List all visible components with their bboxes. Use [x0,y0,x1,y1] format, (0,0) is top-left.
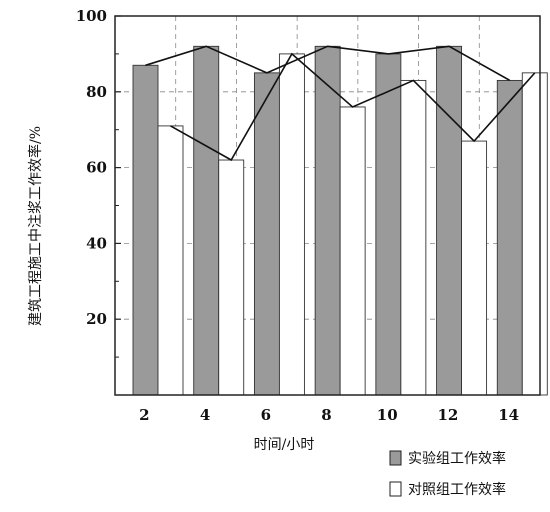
x-tick-label: 12 [437,406,458,424]
bar-experimental [314,45,341,396]
trend-lines [145,45,536,162]
bars [132,45,548,396]
bar-experimental [375,53,402,396]
x-axis: 2 4 6 8 10 12 14 [139,406,519,424]
bar-experimental [193,45,220,396]
x-tick-label: 10 [377,406,398,424]
bar-experimental [436,45,463,396]
x-tick-label: 14 [498,406,519,424]
bar-experimental [132,64,159,396]
bar-control [157,125,184,396]
trend-line-experimental [145,45,511,82]
legend-label-experimental: 实验组工作效率 [408,450,506,467]
bar-experimental [253,72,280,396]
y-axis: 20 40 60 80 100 [76,7,121,358]
x-tick-label: 8 [321,406,331,424]
trend-line-control [170,52,536,162]
y-tick-label: 40 [86,234,107,252]
bar-control [339,106,366,396]
bar-control [461,140,488,396]
y-tick-label: 60 [86,159,107,177]
y-tick-label: 100 [76,7,107,25]
y-tick-label: 80 [86,83,107,101]
bar-control [521,72,548,396]
legend-label-control: 对照组工作效率 [408,481,506,498]
x-tick-label: 4 [200,406,210,424]
legend-swatch-control [389,481,402,497]
bar-control [218,159,245,396]
bar-experimental [496,79,523,396]
bar-control [278,53,305,396]
x-axis-title: 时间/小时 [254,437,315,453]
x-tick-label: 2 [139,406,149,424]
legend-swatch-experimental [389,450,402,466]
y-tick-label: 20 [86,310,107,328]
legend: 实验组工作效率 对照组工作效率 [389,450,506,498]
y-axis-title: 建筑工程施工中注浆工作效率/% [27,126,44,326]
x-tick-label: 6 [261,406,271,424]
bar-control [400,79,427,396]
